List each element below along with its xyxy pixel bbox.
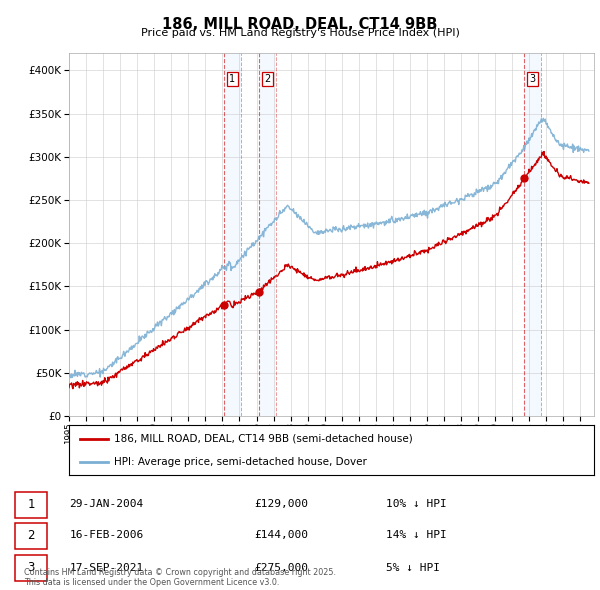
Text: 16-FEB-2006: 16-FEB-2006: [70, 530, 144, 540]
Text: 186, MILL ROAD, DEAL, CT14 9BB: 186, MILL ROAD, DEAL, CT14 9BB: [163, 17, 437, 31]
Text: HPI: Average price, semi-detached house, Dover: HPI: Average price, semi-detached house,…: [113, 457, 367, 467]
Text: 5% ↓ HPI: 5% ↓ HPI: [386, 562, 440, 572]
Text: 186, MILL ROAD, DEAL, CT14 9BB (semi-detached house): 186, MILL ROAD, DEAL, CT14 9BB (semi-det…: [113, 434, 412, 444]
Text: Price paid vs. HM Land Registry's House Price Index (HPI): Price paid vs. HM Land Registry's House …: [140, 28, 460, 38]
Bar: [224, 53, 241, 416]
Text: 3: 3: [28, 561, 35, 574]
Text: 1: 1: [27, 498, 35, 511]
Text: 29-JAN-2004: 29-JAN-2004: [70, 499, 144, 509]
Text: £144,000: £144,000: [254, 530, 308, 540]
Text: 3: 3: [530, 74, 536, 84]
FancyBboxPatch shape: [15, 491, 47, 518]
Text: 10% ↓ HPI: 10% ↓ HPI: [386, 499, 447, 509]
FancyBboxPatch shape: [15, 523, 47, 549]
Text: Contains HM Land Registry data © Crown copyright and database right 2025.
This d: Contains HM Land Registry data © Crown c…: [24, 568, 336, 587]
Bar: [524, 53, 541, 416]
FancyBboxPatch shape: [15, 555, 47, 581]
Text: 1: 1: [229, 74, 235, 84]
Text: 14% ↓ HPI: 14% ↓ HPI: [386, 530, 447, 540]
Text: £129,000: £129,000: [254, 499, 308, 509]
Text: 2: 2: [27, 529, 35, 542]
Text: 2: 2: [264, 74, 271, 84]
Bar: [259, 53, 276, 416]
Text: 17-SEP-2021: 17-SEP-2021: [70, 562, 144, 572]
Text: £275,000: £275,000: [254, 562, 308, 572]
